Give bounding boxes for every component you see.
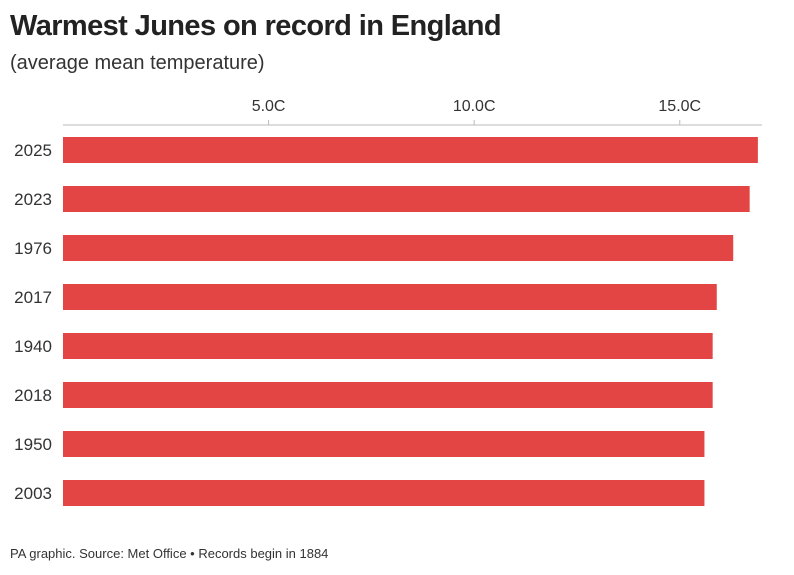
- category-label-2025: 2025: [14, 141, 52, 160]
- bars-group: [63, 137, 758, 506]
- bar-1976: [63, 235, 734, 261]
- x-tick-label-1: 10.0C: [453, 98, 496, 115]
- x-axis-ticks: 5.0C 10.0C 15.0C: [252, 98, 701, 125]
- bar-2023: [63, 186, 750, 212]
- bar-2003: [63, 480, 705, 506]
- bar-chart: 5.0C 10.0C 15.0C 2025 2023 1976 2017 1940 2018 1…: [14, 98, 762, 506]
- bar-2018: [63, 382, 713, 408]
- category-label-1976: 1976: [14, 239, 52, 258]
- chart-title: Warmest Junes on record in England: [10, 10, 502, 42]
- bar-1940: [63, 333, 713, 359]
- category-labels: 2025 2023 1976 2017 1940 2018 1950 2003: [14, 141, 52, 503]
- category-label-1940: 1940: [14, 337, 52, 356]
- category-label-2023: 2023: [14, 190, 52, 209]
- bar-2025: [63, 137, 758, 163]
- chart-subtitle: (average mean temperature): [10, 52, 265, 74]
- category-label-2018: 2018: [14, 386, 52, 405]
- category-label-2003: 2003: [14, 484, 52, 503]
- source-note: PA graphic. Source: Met Office • Records…: [10, 546, 329, 561]
- x-tick-label-0: 5.0C: [252, 98, 286, 115]
- category-label-2017: 2017: [14, 288, 52, 307]
- category-label-1950: 1950: [14, 435, 52, 454]
- bar-1950: [63, 431, 705, 457]
- x-tick-label-2: 15.0C: [658, 98, 701, 115]
- bar-2017: [63, 284, 717, 310]
